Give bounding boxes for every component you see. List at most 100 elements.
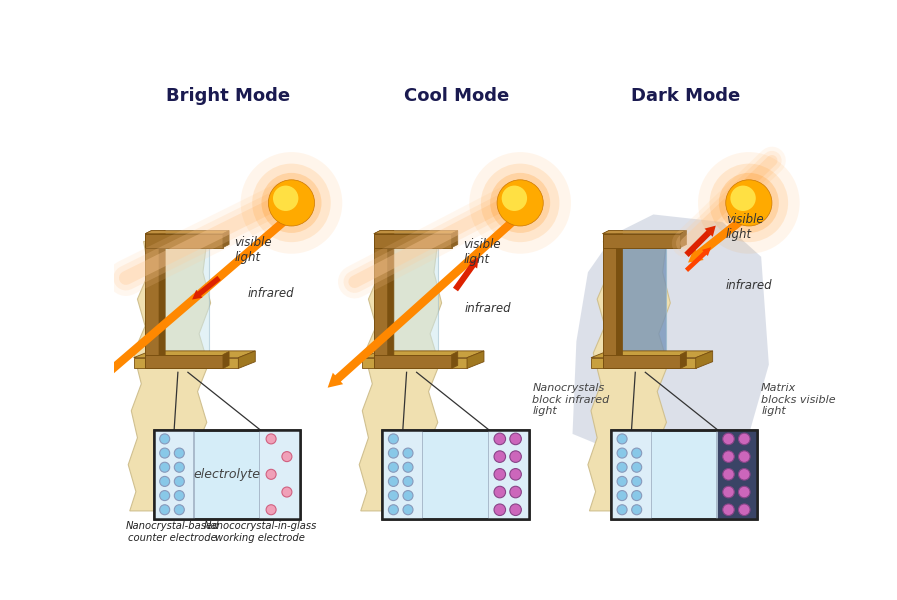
Circle shape — [501, 185, 527, 211]
Text: visible
light: visible light — [463, 238, 501, 266]
Circle shape — [174, 491, 184, 500]
Bar — [153, 430, 300, 518]
Circle shape — [403, 462, 413, 472]
Polygon shape — [451, 352, 457, 368]
FancyArrow shape — [684, 226, 716, 257]
Bar — [374, 233, 451, 248]
Circle shape — [509, 469, 521, 480]
Circle shape — [160, 462, 170, 472]
Circle shape — [497, 180, 544, 226]
Text: infrared: infrared — [465, 302, 511, 315]
Circle shape — [617, 434, 627, 444]
Bar — [193, 430, 195, 518]
Bar — [718, 430, 757, 518]
Circle shape — [509, 451, 521, 463]
Circle shape — [160, 434, 170, 444]
Circle shape — [509, 433, 521, 445]
Circle shape — [252, 164, 331, 242]
FancyArrow shape — [192, 276, 221, 299]
Polygon shape — [145, 230, 229, 233]
Circle shape — [388, 448, 398, 458]
Polygon shape — [451, 230, 457, 248]
Circle shape — [631, 491, 641, 500]
Circle shape — [617, 448, 627, 458]
Circle shape — [738, 433, 750, 445]
Circle shape — [403, 448, 413, 458]
Bar — [603, 355, 680, 368]
Circle shape — [266, 434, 276, 444]
Polygon shape — [159, 230, 165, 368]
Circle shape — [261, 173, 321, 233]
Circle shape — [617, 462, 627, 472]
Text: Dark Mode: Dark Mode — [631, 88, 740, 106]
FancyArrow shape — [327, 215, 519, 388]
Polygon shape — [680, 230, 686, 248]
Bar — [382, 430, 528, 518]
Circle shape — [617, 491, 627, 500]
Bar — [362, 358, 467, 368]
Circle shape — [723, 504, 735, 515]
Polygon shape — [239, 351, 256, 368]
Circle shape — [509, 504, 521, 515]
Bar — [259, 430, 260, 518]
Bar — [603, 233, 680, 248]
Bar — [489, 430, 528, 518]
Polygon shape — [467, 351, 484, 368]
Circle shape — [726, 180, 772, 226]
Circle shape — [388, 491, 398, 500]
Polygon shape — [359, 241, 441, 511]
Circle shape — [174, 448, 184, 458]
Circle shape — [617, 505, 627, 515]
Circle shape — [403, 476, 413, 487]
Text: Nanocrystals
block infrared
light: Nanocrystals block infrared light — [533, 383, 610, 416]
Text: Bright Mode: Bright Mode — [166, 88, 291, 106]
Circle shape — [403, 505, 413, 515]
FancyArrow shape — [453, 257, 479, 292]
Text: Cool Mode: Cool Mode — [405, 88, 509, 106]
Polygon shape — [591, 351, 712, 358]
Circle shape — [174, 476, 184, 487]
Bar — [422, 430, 423, 518]
Bar — [591, 358, 696, 368]
Circle shape — [494, 486, 506, 498]
Bar — [374, 233, 388, 368]
Bar — [145, 233, 223, 248]
Circle shape — [160, 505, 170, 515]
Circle shape — [273, 185, 299, 211]
Text: visible
light: visible light — [234, 236, 272, 263]
Bar — [388, 248, 438, 355]
Text: Matrix
blocks visible
light: Matrix blocks visible light — [762, 383, 836, 416]
Circle shape — [494, 433, 506, 445]
Circle shape — [403, 491, 413, 500]
Text: visible
light: visible light — [726, 212, 763, 241]
Circle shape — [282, 487, 292, 497]
Circle shape — [723, 469, 735, 480]
Polygon shape — [603, 230, 686, 233]
Bar — [159, 248, 209, 355]
Text: Nanocrystal-based
counter electrode: Nanocrystal-based counter electrode — [126, 521, 220, 542]
Circle shape — [174, 462, 184, 472]
Text: electrolyte: electrolyte — [193, 468, 260, 481]
Circle shape — [730, 185, 756, 211]
Bar — [153, 430, 300, 518]
Circle shape — [723, 433, 735, 445]
Circle shape — [268, 180, 315, 226]
Circle shape — [631, 505, 641, 515]
Text: infrared: infrared — [248, 287, 294, 300]
Polygon shape — [128, 241, 211, 511]
Polygon shape — [223, 352, 229, 368]
Polygon shape — [374, 230, 457, 233]
Circle shape — [723, 451, 735, 463]
Circle shape — [160, 476, 170, 487]
Circle shape — [266, 469, 276, 479]
Circle shape — [490, 173, 550, 233]
FancyArrow shape — [95, 215, 291, 384]
FancyArrow shape — [685, 247, 711, 272]
Bar — [382, 430, 528, 518]
Circle shape — [388, 462, 398, 472]
Circle shape — [388, 434, 398, 444]
Polygon shape — [388, 230, 394, 368]
Circle shape — [617, 476, 627, 487]
Circle shape — [631, 462, 641, 472]
Bar — [260, 430, 300, 518]
